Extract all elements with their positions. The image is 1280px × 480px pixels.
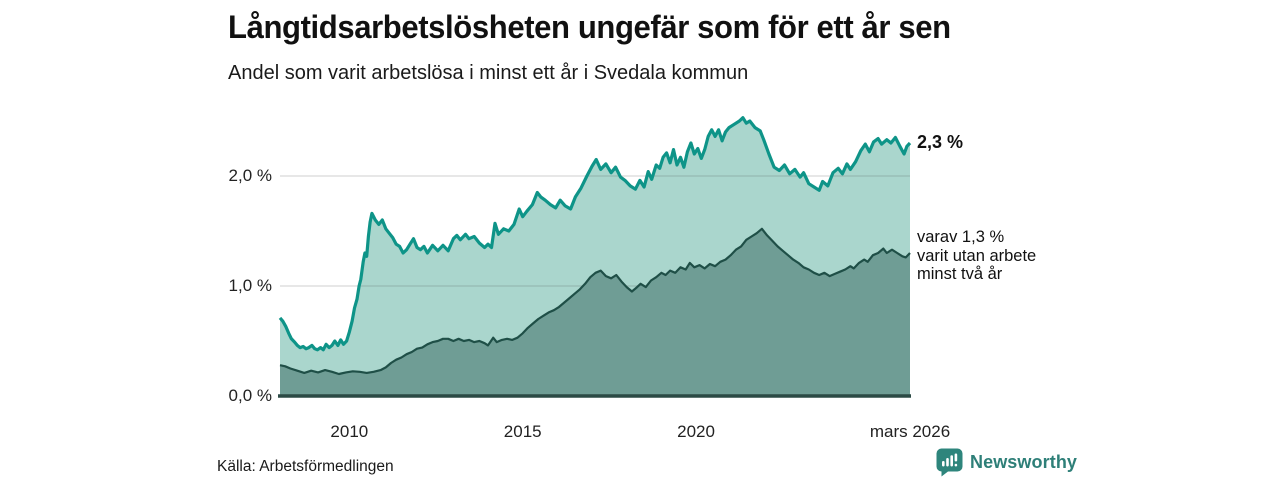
series-end-label-subset: varav 1,3 % varit utan arbete minst två … (917, 228, 1037, 283)
x-tick-label: mars 2026 (869, 422, 951, 441)
subset-area-fill (280, 228, 910, 396)
y-tick-label: 2,0 % (228, 166, 272, 185)
x-tick-label: 2020 (677, 422, 715, 441)
x-tick-label: 2010 (330, 422, 369, 441)
brand-wordmark: Newsworthy (970, 452, 1078, 472)
chart-subtitle: Andel som varit arbetslösa i minst ett å… (228, 62, 749, 84)
series-end-label-total: 2,3 % (917, 132, 964, 152)
y-tick-label: 0,0 % (228, 386, 272, 405)
newsworthy-icon (936, 448, 963, 477)
page-title: Långtidsarbetslösheten ungefär som för e… (228, 9, 951, 45)
x-tick-label: 2015 (503, 422, 542, 441)
y-tick-label: 1,0 % (228, 276, 272, 295)
brand-logo: Newsworthy (936, 448, 1077, 477)
total-line (278, 116, 912, 352)
source-note: Källa: Arbetsförmedlingen (217, 458, 394, 475)
subset-line (279, 227, 911, 376)
